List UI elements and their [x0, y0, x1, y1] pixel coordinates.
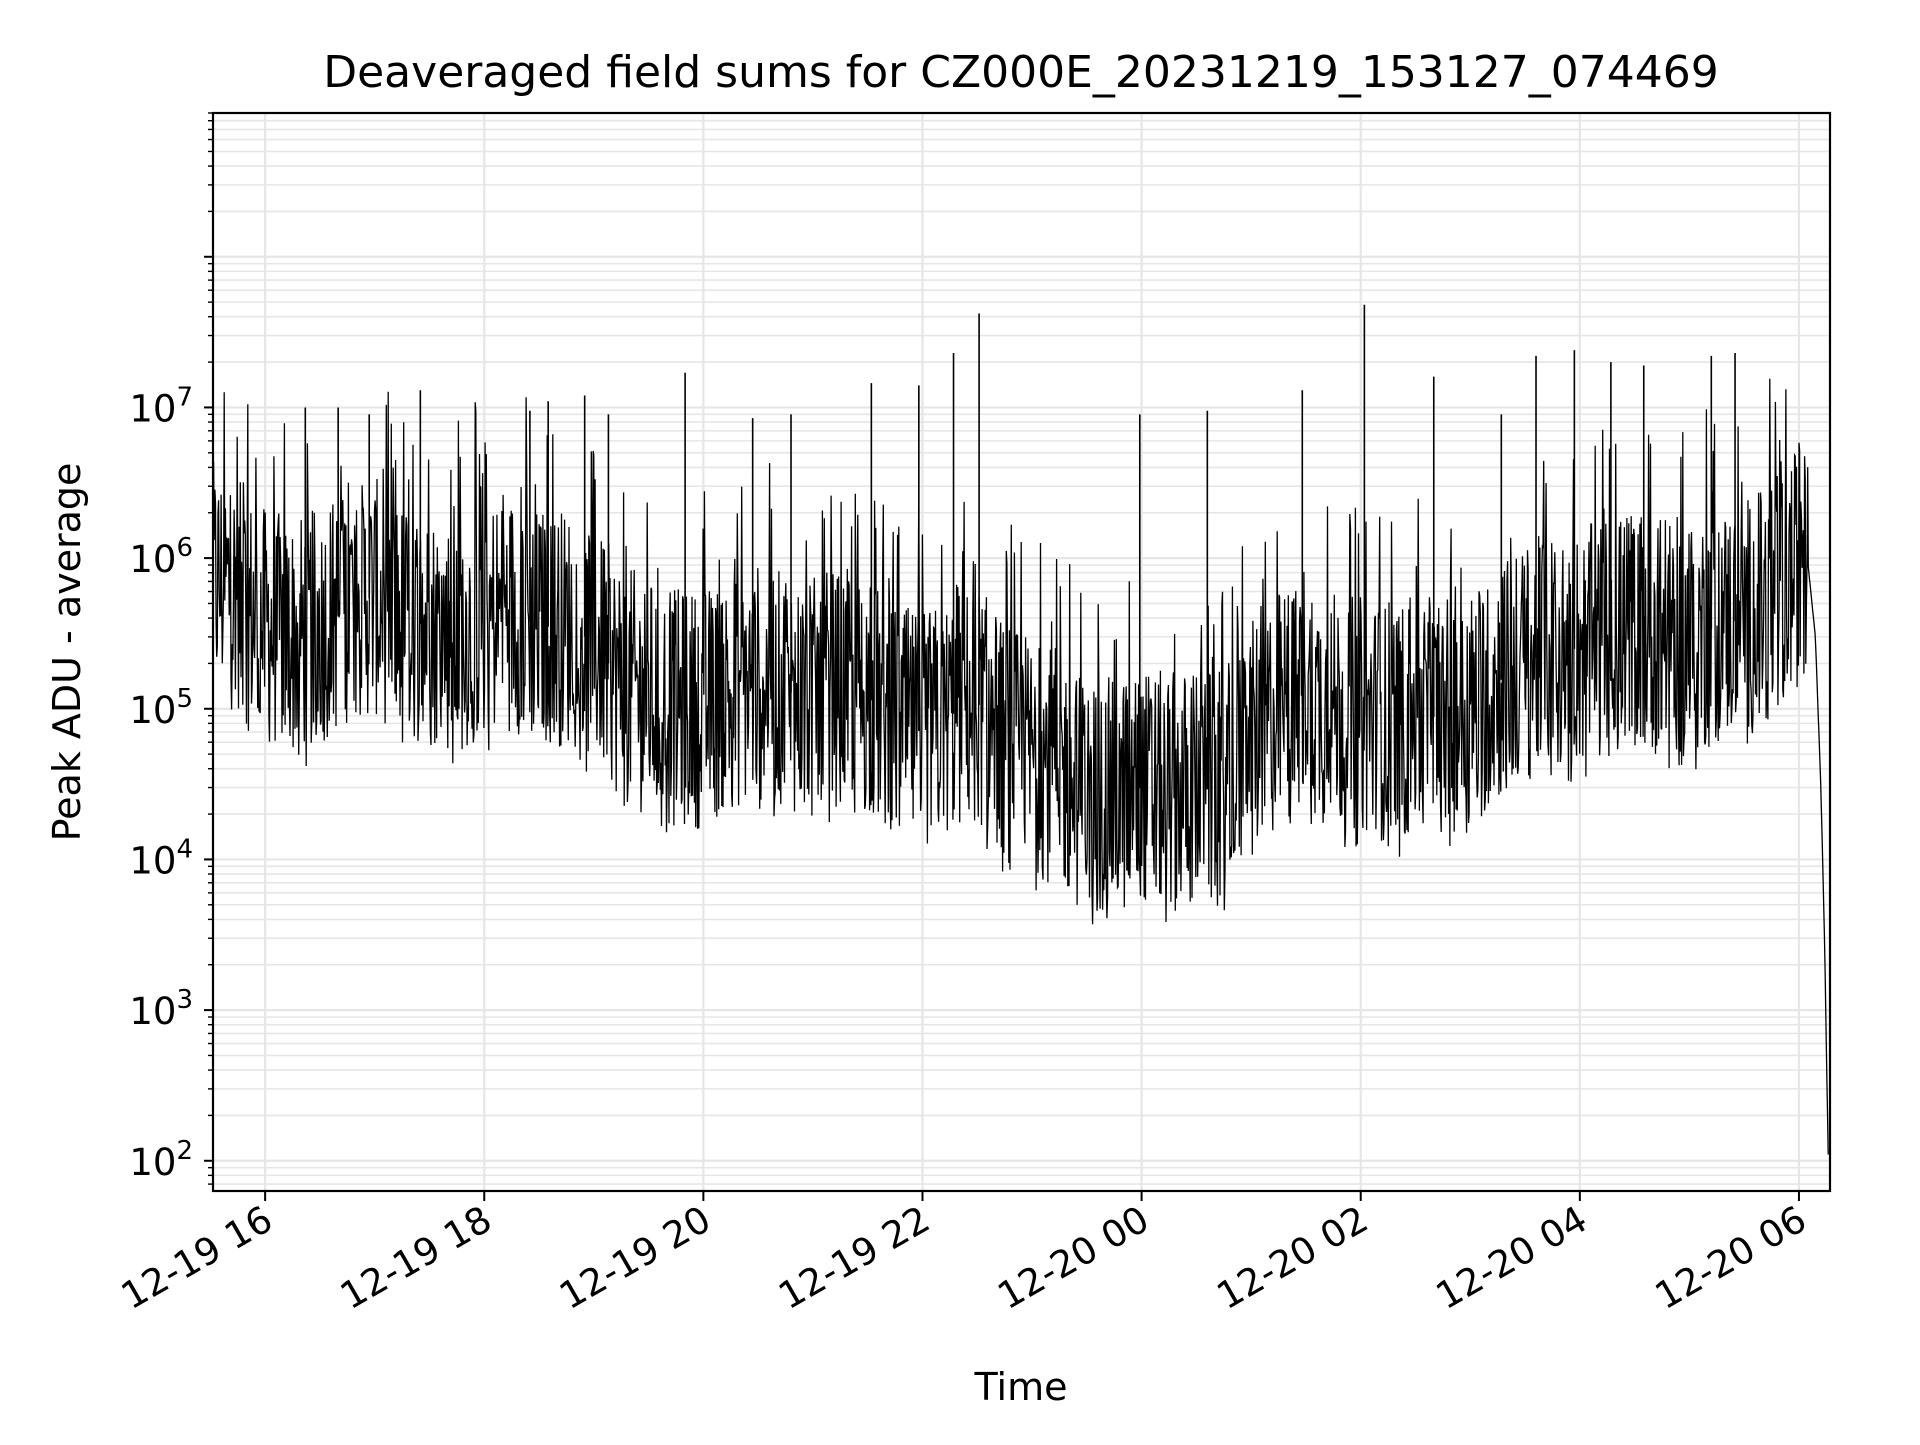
series-layer — [212, 304, 1829, 1155]
series-line — [212, 378, 1829, 1155]
y-tick-label: 103 — [129, 985, 193, 1033]
y-tick-label: 107 — [129, 382, 193, 430]
y-axis-label: Peak ADU - average — [45, 463, 89, 842]
y-tick-label: 106 — [129, 533, 193, 581]
y-tick-label: 102 — [129, 1136, 193, 1184]
y-tick-label: 104 — [129, 834, 193, 882]
y-tick-label: 105 — [129, 684, 193, 732]
x-axis-label: Time — [974, 1365, 1068, 1409]
chart-title: Deaveraged field sums for CZ000E_2023121… — [323, 47, 1719, 98]
plot-frame — [211, 111, 1832, 1193]
